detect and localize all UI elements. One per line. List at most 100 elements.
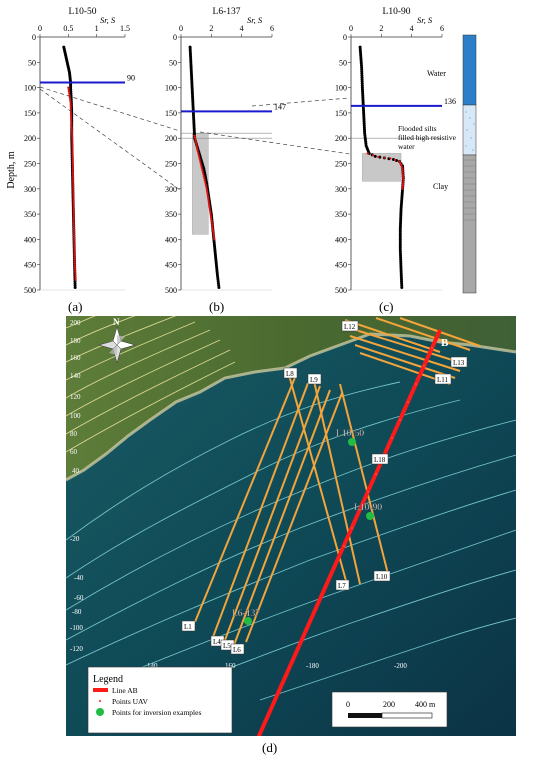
data-point-red (73, 260, 76, 263)
y-tick-label: 150 (165, 109, 177, 118)
data-point-red (73, 248, 76, 251)
svg-text:L6: L6 (233, 646, 241, 654)
y-tick-label: 0 (32, 33, 36, 42)
data-point-red (383, 156, 386, 159)
data-point-black (217, 285, 221, 289)
contour-labels: 200 180 160 140 120 100 80 60 40 -20 -40… (70, 319, 407, 670)
data-point-red (67, 88, 70, 91)
data-point-red (70, 129, 73, 132)
data-point-red (72, 214, 75, 217)
data-point-red (71, 163, 74, 166)
y-tick-label: 400 (335, 235, 347, 244)
data-point-red (72, 209, 75, 213)
svg-text:-100: -100 (70, 624, 83, 632)
data-point-red (199, 160, 202, 163)
y-tick-label: 0 (343, 33, 347, 42)
y-tick-label: 250 (165, 160, 177, 169)
y-tick-label: 250 (24, 160, 36, 169)
water-depth-label: 136 (444, 97, 456, 106)
data-point-red (208, 207, 211, 211)
data-point-red (67, 86, 70, 89)
data-point-red (73, 236, 76, 239)
y-axis-label: Depth, m (6, 151, 17, 188)
data-point-red (72, 230, 76, 233)
panel-title: L6-137 (213, 7, 241, 17)
data-point-red (72, 191, 75, 194)
y-tick-label: 200 (165, 134, 177, 143)
data-point-red (71, 165, 74, 168)
data-point-red (402, 182, 405, 185)
inversion-point-l10-90 (366, 512, 374, 520)
panel-title: L10-90 (383, 7, 411, 17)
y-tick-label: 150 (335, 109, 347, 118)
land-area (66, 316, 516, 480)
data-point-red (197, 153, 200, 157)
data-point-red (206, 195, 210, 198)
y-tick-label: 350 (24, 210, 36, 219)
data-point-red (74, 278, 77, 281)
data-point-red (73, 266, 77, 269)
data-point-red (72, 199, 75, 203)
data-point-red (210, 221, 213, 224)
data-point-red (73, 262, 76, 265)
data-point-red (209, 215, 213, 218)
y-tick-label: 100 (24, 84, 36, 93)
y-tick-label: 350 (165, 210, 177, 219)
y-tick-label: 200 (335, 134, 347, 143)
data-point-red (70, 131, 74, 134)
data-point-red (377, 155, 380, 159)
svg-text:140: 140 (147, 662, 158, 670)
data-point-red (74, 268, 77, 271)
data-point-red (402, 178, 405, 181)
data-point-red (203, 177, 206, 180)
panel-c: 0 50 100 150 200 250 300 350 400 450 500 0 2 4 6 Sr, S L… (335, 7, 456, 295)
x-tick-label: 0 (349, 24, 353, 33)
map-legend: Legend Line AB Points UAV Points for inv… (87, 666, 233, 734)
data-point-red (197, 151, 200, 155)
svg-text:-120: -120 (70, 645, 83, 653)
data-point-red (72, 183, 75, 186)
data-point-red (399, 163, 403, 167)
panel-title: L10-50 (69, 7, 97, 17)
svg-text:L8: L8 (286, 370, 294, 378)
shoreline (66, 332, 516, 482)
silts-label-1: Flooded silts (398, 124, 437, 133)
svg-text:N: N (113, 317, 120, 327)
data-point-red (67, 90, 70, 93)
y-tick-label: 50 (339, 58, 347, 67)
y-tick-label: 450 (335, 261, 347, 270)
data-point-red (72, 226, 76, 229)
water-label: Water (427, 69, 446, 78)
line-label-l1: L1 (181, 620, 196, 632)
data-point-red (72, 189, 75, 192)
data-point-red (72, 218, 75, 221)
line-ab (256, 329, 442, 736)
y-tick-label: 500 (335, 286, 347, 295)
data-point-red (74, 276, 77, 279)
line-label-l8: L8 (283, 367, 298, 379)
data-point-red (196, 147, 199, 151)
svg-text:L5: L5 (223, 642, 231, 650)
data-point-red (73, 264, 77, 267)
svg-text:-20: -20 (70, 535, 80, 543)
svg-text:120: 120 (70, 393, 81, 401)
data-point-red (71, 149, 74, 152)
data-point-red (389, 157, 392, 160)
uav-profile-lines (194, 317, 481, 646)
data-point-red (72, 193, 75, 196)
y-tick-label: 350 (335, 210, 347, 219)
data-point-red (195, 144, 198, 147)
data-point-red (71, 153, 74, 156)
legend-points-uav: Points UAV (112, 697, 148, 706)
data-point-red (72, 187, 75, 190)
legend-line-ab: Line AB (112, 686, 138, 695)
data-point-red (71, 143, 74, 146)
silts-layer (462, 104, 477, 156)
data-point-red (202, 175, 205, 178)
svg-text:L1: L1 (184, 623, 192, 631)
data-point-red (71, 167, 74, 170)
svg-text:L10-50: L10-50 (336, 429, 364, 439)
x-axis-unit: Sr, S (100, 15, 116, 25)
inversion-point-l10-50 (348, 438, 356, 446)
svg-text:L6-137: L6-137 (232, 609, 260, 619)
